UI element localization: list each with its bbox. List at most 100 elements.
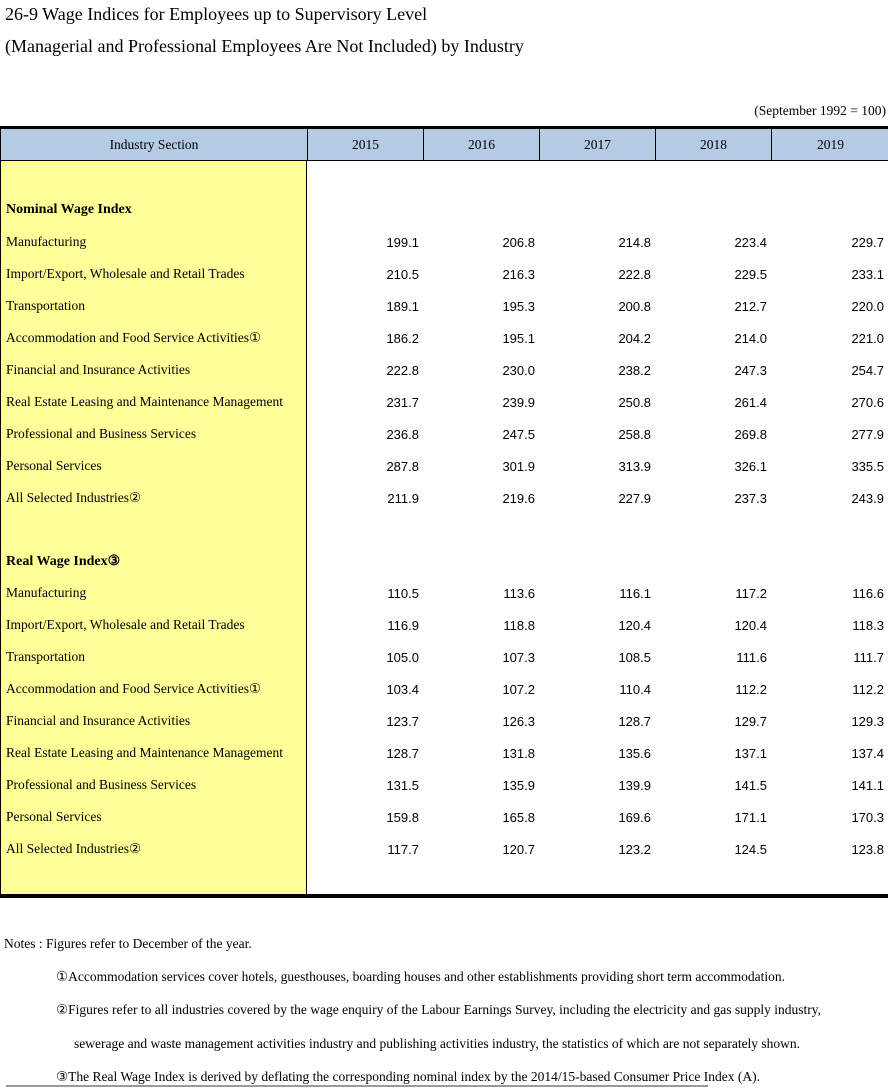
empty-cell [423,514,539,545]
value-cell: 238.2 [618,362,651,378]
table-row: Professional and Business Services 236.8… [0,418,888,450]
table-row: Manufacturing 199.1 206.8 214.8 223.4 22… [0,226,888,258]
value-cell: 229.5 [734,266,767,282]
value-cell: 165.8 [502,809,535,825]
note-3: ③The Real Wage Index is derived by defla… [56,1069,760,1084]
value-cell: 200.8 [618,298,651,314]
page-title: 26-9 Wage Indices for Employees up to Su… [5,4,428,24]
table-row: Personal Services 287.8 301.9 313.9 326.… [0,450,888,482]
value-cell: 123.8 [851,841,884,857]
value-cell: 204.2 [618,330,651,346]
value-cell: 247.5 [502,426,535,442]
wage-indices-table: Industry Section 2015 2016 2017 2018 201… [0,126,888,898]
value-cell: 137.4 [851,745,884,761]
note-1: ①Accommodation services cover hotels, gu… [56,969,785,984]
value-cell: 189.1 [386,298,419,314]
row-label: Manufacturing [0,226,307,258]
value-cell: 243.9 [851,490,884,506]
value-cell: 287.8 [386,458,419,474]
value-cell: 233.1 [851,266,884,282]
section-heading-row: Nominal Wage Index [0,194,888,226]
value-cell: 107.3 [502,649,535,665]
value-cell: 229.7 [851,234,884,250]
empty-cell [307,514,423,545]
spacer-row [0,514,888,545]
value-cell: 214.0 [734,330,767,346]
table-row: Manufacturing 110.5 113.6 116.1 117.2 11… [0,577,888,609]
row-label: Professional and Business Services [0,769,307,801]
empty-cell [539,194,655,226]
value-cell: 199.1 [386,234,419,250]
value-cell: 128.7 [386,745,419,761]
empty-cell [307,194,423,226]
value-cell: 335.5 [851,458,884,474]
empty-label-cell [0,514,307,545]
header-cell-industry-section: Industry Section [1,129,308,160]
value-cell: 103.4 [386,681,419,697]
empty-cell [539,545,655,577]
value-cell: 123.2 [618,841,651,857]
row-label: Financial and Insurance Activities [0,705,307,737]
table-row: Accommodation and Food Service Activitie… [0,673,888,705]
note-2-line-2: sewerage and waste management activities… [74,1036,801,1051]
value-cell: 108.5 [618,649,651,665]
spacer-row [0,161,888,194]
value-cell: 170.3 [851,809,884,825]
table-row: Financial and Insurance Activities 123.7… [0,705,888,737]
value-cell: 141.1 [851,777,884,793]
empty-cell [771,545,888,577]
row-label: Real Estate Leasing and Maintenance Mana… [0,737,307,769]
row-label: All Selected Industries② [0,833,307,865]
row-label: Import/Export, Wholesale and Retail Trad… [0,258,307,290]
page-subtitle: (Managerial and Professional Employees A… [5,36,524,56]
empty-cell [423,865,539,894]
value-cell: 206.8 [502,234,535,250]
empty-cell [539,514,655,545]
row-label: Accommodation and Food Service Activitie… [0,322,307,354]
value-cell: 222.8 [386,362,419,378]
spacer-row [0,865,888,894]
empty-cell [423,161,539,194]
value-cell: 131.8 [502,745,535,761]
table-row: All Selected Industries② 117.7 120.7 123… [0,833,888,865]
value-cell: 212.7 [734,298,767,314]
value-cell: 118.3 [852,617,884,633]
header-cell-year-2019: 2019 [817,136,844,152]
empty-cell [423,545,539,577]
value-cell: 216.3 [502,266,535,282]
value-cell: 141.5 [734,777,767,793]
empty-label-cell [0,865,307,894]
value-cell: 137.1 [734,745,767,761]
value-cell: 128.7 [618,713,651,729]
empty-cell [655,161,771,194]
value-cell: 211.9 [387,490,419,506]
table-row: Accommodation and Food Service Activitie… [0,322,888,354]
value-cell: 219.6 [502,490,535,506]
value-cell: 258.8 [618,426,651,442]
empty-cell [655,545,771,577]
value-cell: 277.9 [851,426,884,442]
table-row: Import/Export, Wholesale and Retail Trad… [0,258,888,290]
header-cell-year-2018: 2018 [656,129,772,160]
empty-cell [307,545,423,577]
table-row: Financial and Insurance Activities 222.8… [0,354,888,386]
empty-cell [539,865,655,894]
row-label: Professional and Business Services [0,418,307,450]
value-cell: 210.5 [386,266,419,282]
empty-cell [771,194,888,226]
table-row: Transportation 189.1 195.3 200.8 212.7 2… [0,290,888,322]
value-cell: 118.8 [503,617,535,633]
value-cell: 126.3 [502,713,535,729]
table-row: All Selected Industries② 211.9 219.6 227… [0,482,888,514]
value-cell: 105.0 [386,649,419,665]
table-row: Transportation 105.0 107.3 108.5 111.6 1… [0,641,888,673]
value-cell: 230.0 [502,362,535,378]
empty-cell [307,161,423,194]
section-heading-row: Real Wage Index③ [0,545,888,577]
empty-cell [307,865,423,894]
value-cell: 107.2 [502,681,535,697]
value-cell: 112.2 [735,681,767,697]
notes-intro: Notes : Figures refer to December of the… [4,936,252,951]
empty-label-cell [0,161,307,194]
